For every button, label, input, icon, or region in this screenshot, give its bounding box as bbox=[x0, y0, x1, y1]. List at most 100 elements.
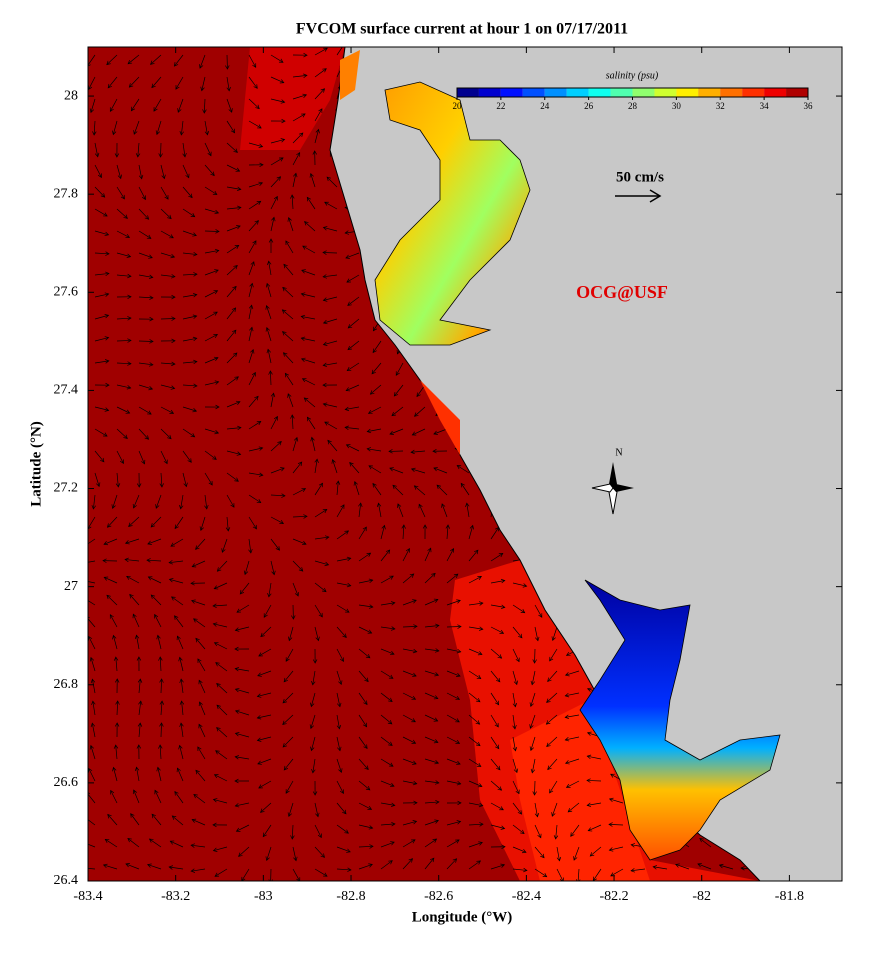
current-arrow-head bbox=[302, 93, 308, 98]
current-arrow-head bbox=[397, 503, 402, 508]
y-tick-label: 27.2 bbox=[54, 481, 79, 496]
current-arrow-head bbox=[390, 802, 396, 808]
current-arrow bbox=[128, 516, 140, 527]
current-arrow bbox=[446, 600, 461, 606]
current-arrow-head bbox=[273, 415, 278, 421]
current-arrow bbox=[116, 406, 130, 414]
current-arrow bbox=[127, 838, 140, 848]
current-arrow-head bbox=[236, 608, 242, 613]
current-arrow bbox=[236, 824, 250, 832]
current-arrow-head bbox=[155, 130, 161, 136]
current-arrow-head bbox=[547, 765, 552, 771]
estuary bbox=[340, 50, 360, 100]
current-arrow bbox=[94, 186, 105, 198]
current-arrow bbox=[138, 428, 149, 440]
current-arrow bbox=[133, 494, 140, 509]
current-arrow bbox=[587, 755, 602, 760]
current-arrow-head bbox=[89, 108, 95, 114]
current-arrow-head bbox=[320, 853, 325, 858]
current-arrow-head bbox=[256, 715, 262, 720]
current-arrow-head bbox=[391, 411, 397, 417]
current-arrow bbox=[512, 626, 523, 639]
current-arrow-head bbox=[285, 240, 290, 245]
current-arrow bbox=[248, 447, 263, 452]
current-arrow bbox=[112, 120, 118, 135]
current-arrow bbox=[138, 296, 153, 299]
current-arrow-head bbox=[90, 678, 96, 684]
current-arrow-head bbox=[280, 467, 285, 472]
current-arrow-head bbox=[204, 130, 210, 136]
map-area bbox=[81, 47, 842, 881]
current-arrow-head bbox=[515, 657, 520, 663]
current-arrow-head bbox=[372, 348, 377, 354]
current-arrow-head bbox=[282, 352, 288, 357]
current-arrow bbox=[182, 315, 197, 320]
current-arrow bbox=[586, 780, 602, 782]
current-arrow-head bbox=[215, 229, 220, 234]
current-arrow-head bbox=[236, 225, 241, 230]
current-arrow-head bbox=[251, 371, 256, 377]
current-arrow bbox=[113, 635, 118, 650]
current-arrow bbox=[266, 305, 272, 320]
current-arrow-head bbox=[433, 430, 438, 435]
current-arrow-head bbox=[294, 591, 300, 597]
current-arrow-head bbox=[200, 86, 205, 92]
current-arrow bbox=[129, 76, 140, 88]
current-arrow-head bbox=[171, 596, 176, 601]
current-arrow-head bbox=[188, 193, 193, 199]
current-arrow bbox=[301, 293, 316, 298]
current-arrow-head bbox=[301, 113, 306, 118]
current-arrow bbox=[336, 670, 342, 685]
current-arrow-head bbox=[542, 873, 548, 878]
current-arrow-head bbox=[337, 702, 342, 708]
current-arrow-head bbox=[331, 459, 336, 464]
current-arrow-head bbox=[414, 412, 419, 417]
current-arrow-head bbox=[476, 674, 482, 680]
current-arrow bbox=[127, 54, 140, 65]
current-arrow-head bbox=[285, 789, 290, 794]
current-arrow-head bbox=[371, 369, 376, 375]
y-tick-label: 27 bbox=[64, 579, 78, 594]
current-arrow bbox=[411, 450, 426, 453]
current-arrow-head bbox=[216, 683, 221, 688]
current-arrow bbox=[310, 173, 316, 188]
current-arrow-head bbox=[127, 59, 133, 65]
current-arrow-head bbox=[345, 254, 350, 259]
current-arrow bbox=[414, 406, 426, 417]
current-arrow-head bbox=[390, 841, 395, 846]
current-arrow bbox=[248, 372, 256, 386]
current-arrow bbox=[226, 516, 229, 531]
current-arrow-head bbox=[190, 581, 195, 586]
current-arrow-head bbox=[81, 579, 85, 583]
current-arrow-head bbox=[435, 799, 440, 805]
current-arrow-head bbox=[339, 789, 344, 795]
current-arrow-head bbox=[254, 220, 259, 225]
current-arrow-head bbox=[197, 746, 202, 752]
current-arrow bbox=[150, 516, 162, 528]
current-arrow-head bbox=[586, 754, 592, 760]
current-arrow-head bbox=[433, 467, 438, 472]
current-arrow bbox=[531, 670, 536, 685]
compass: N bbox=[591, 447, 634, 515]
current-arrow bbox=[490, 802, 504, 811]
current-arrow bbox=[270, 560, 275, 575]
current-arrow bbox=[697, 863, 712, 870]
current-arrow bbox=[213, 846, 228, 852]
current-arrow bbox=[653, 866, 668, 870]
current-arrow-head bbox=[412, 672, 417, 677]
current-arrow-head bbox=[191, 599, 196, 604]
current-arrow bbox=[358, 692, 368, 705]
current-arrow-head bbox=[300, 357, 306, 362]
current-arrow-head bbox=[134, 634, 140, 640]
current-arrow bbox=[226, 76, 230, 91]
current-arrow-head bbox=[392, 484, 397, 490]
current-arrow-head bbox=[521, 848, 527, 854]
current-arrow bbox=[90, 657, 96, 672]
current-arrow-head bbox=[103, 212, 108, 217]
current-arrow bbox=[270, 139, 285, 144]
current-arrow bbox=[266, 283, 272, 298]
current-arrow-head bbox=[191, 563, 197, 568]
current-arrow bbox=[138, 406, 152, 415]
current-arrow-head bbox=[344, 829, 349, 834]
